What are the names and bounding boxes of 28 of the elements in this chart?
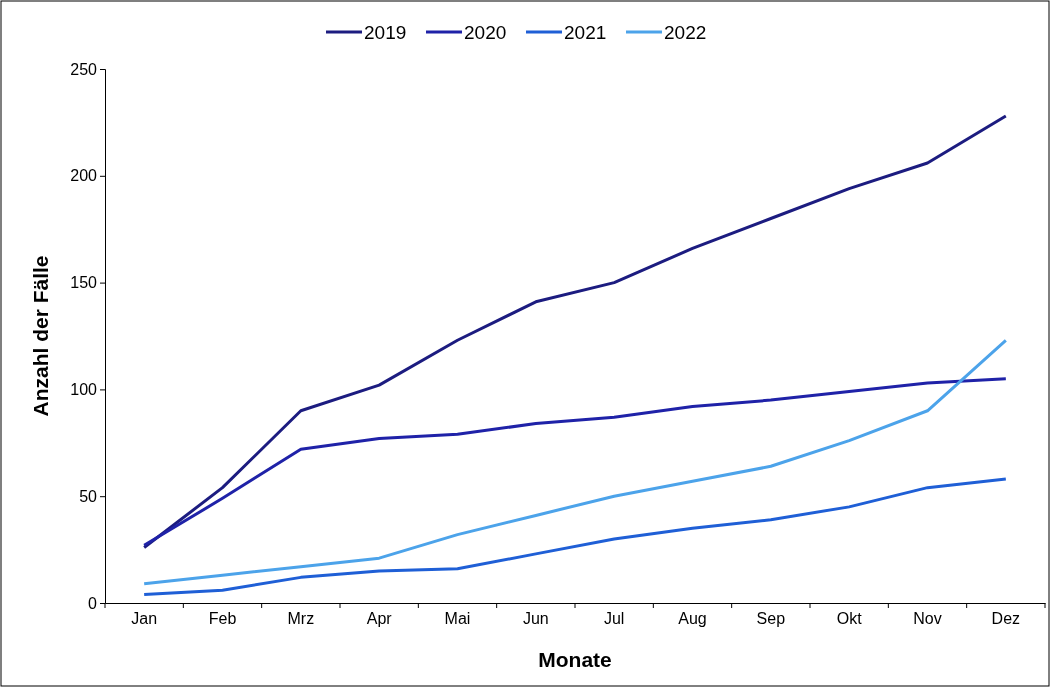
legend-label: 2022 bbox=[664, 21, 707, 43]
x-tick-label: Apr bbox=[366, 609, 393, 627]
legend-label: 2019 bbox=[364, 21, 407, 43]
line-series bbox=[142, 477, 1008, 596]
legend-label: 2020 bbox=[464, 21, 507, 43]
y-tick-label: 50 bbox=[79, 487, 98, 505]
y-tick-label: 150 bbox=[70, 274, 98, 292]
x-axis-title: Monate bbox=[538, 648, 612, 671]
y-tick-label: 200 bbox=[70, 167, 98, 185]
x-tick-label: Mrz bbox=[287, 609, 315, 627]
x-tick-label: Dez bbox=[991, 609, 1021, 627]
y-tick-label: 250 bbox=[70, 60, 98, 78]
line-series bbox=[142, 114, 1008, 549]
line-series bbox=[142, 338, 1008, 586]
x-tick-label: Feb bbox=[208, 609, 237, 627]
y-tick-label: 0 bbox=[88, 594, 98, 612]
line-series bbox=[142, 377, 1008, 547]
x-tick-label: Jun bbox=[522, 609, 549, 627]
x-tick-label: Jul bbox=[603, 609, 625, 627]
legend-label: 2021 bbox=[564, 21, 607, 43]
x-tick-label: Aug bbox=[678, 609, 707, 627]
x-tick-label: Mai bbox=[444, 609, 471, 627]
x-tick-label: Jan bbox=[131, 609, 158, 627]
x-tick-label: Okt bbox=[836, 609, 863, 627]
x-tick-label: Nov bbox=[913, 609, 942, 627]
y-tick-label: 100 bbox=[70, 381, 98, 399]
x-tick-label: Sep bbox=[756, 609, 786, 627]
y-axis-title: Anzahl der Fälle bbox=[29, 255, 52, 417]
